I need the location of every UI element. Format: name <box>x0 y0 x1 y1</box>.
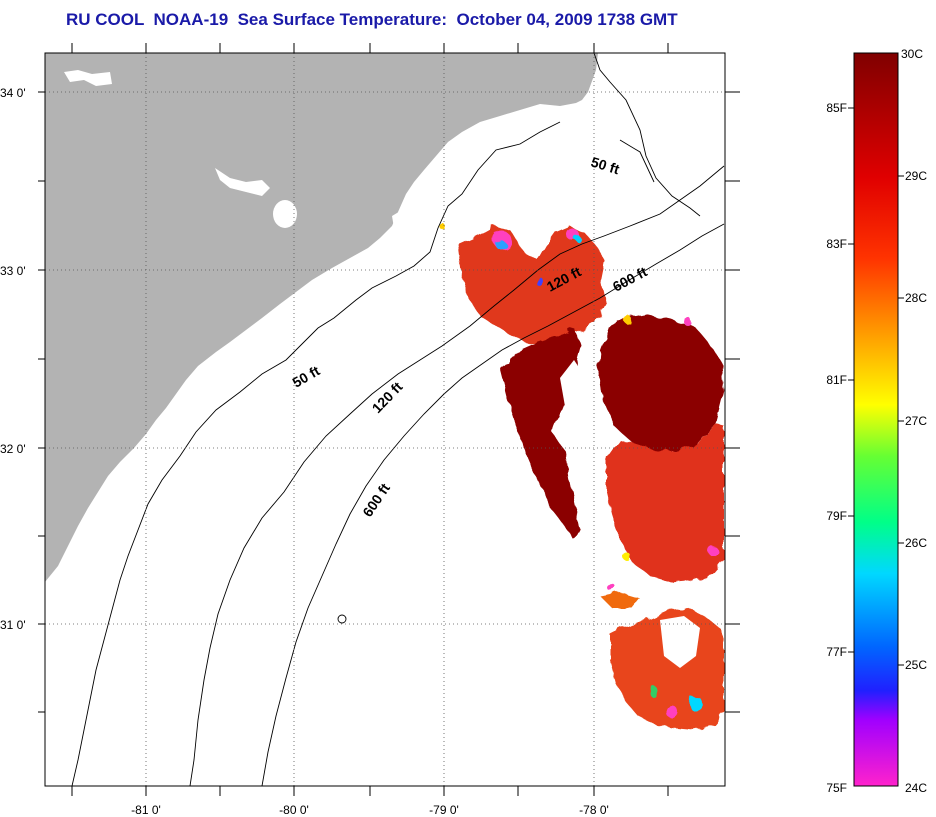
colorbar-c-27: 27C <box>905 414 927 428</box>
colorbar-c-26: 26C <box>905 536 927 550</box>
colorbar-ticks <box>848 107 904 666</box>
lat-label-33: 33 0' <box>0 264 26 278</box>
lon-label-78: -78 0' <box>579 803 609 817</box>
contour-50ft <box>71 121 561 786</box>
colorbar-c-28: 28C <box>905 291 927 305</box>
colorbar-c-24: 24C <box>905 781 927 795</box>
lat-label-34: 34 0' <box>0 86 26 100</box>
graticule <box>45 53 725 786</box>
colorbar-c-25: 25C <box>905 658 927 672</box>
contour-600ft <box>261 223 725 786</box>
map-frame <box>44 52 726 787</box>
colorbar-f-85: 85F <box>826 101 847 115</box>
colorbar-f-81: 81F <box>826 373 847 387</box>
colorbar-f-83: 83F <box>826 237 847 251</box>
colorbar-c-30: 30C <box>901 47 923 61</box>
lat-label-32: 32 0' <box>0 442 26 456</box>
contour-120ft <box>189 165 725 786</box>
colorbar <box>853 52 899 787</box>
lon-label-80: -80 0' <box>279 803 309 817</box>
lon-label-81: -81 0' <box>131 803 161 817</box>
colorbar-f-75: 75F <box>826 781 847 795</box>
lon-label-79: -79 0' <box>429 803 459 817</box>
colorbar-f-79: 79F <box>826 509 847 523</box>
lat-label-31: 31 0' <box>0 618 26 632</box>
tick-marks <box>38 43 740 796</box>
map-title: RU COOL NOAA-19 Sea Surface Temperature:… <box>66 10 678 29</box>
colorbar-c-29: 29C <box>905 169 927 183</box>
colorbar-f-77: 77F <box>826 645 847 659</box>
land-area <box>45 53 598 582</box>
